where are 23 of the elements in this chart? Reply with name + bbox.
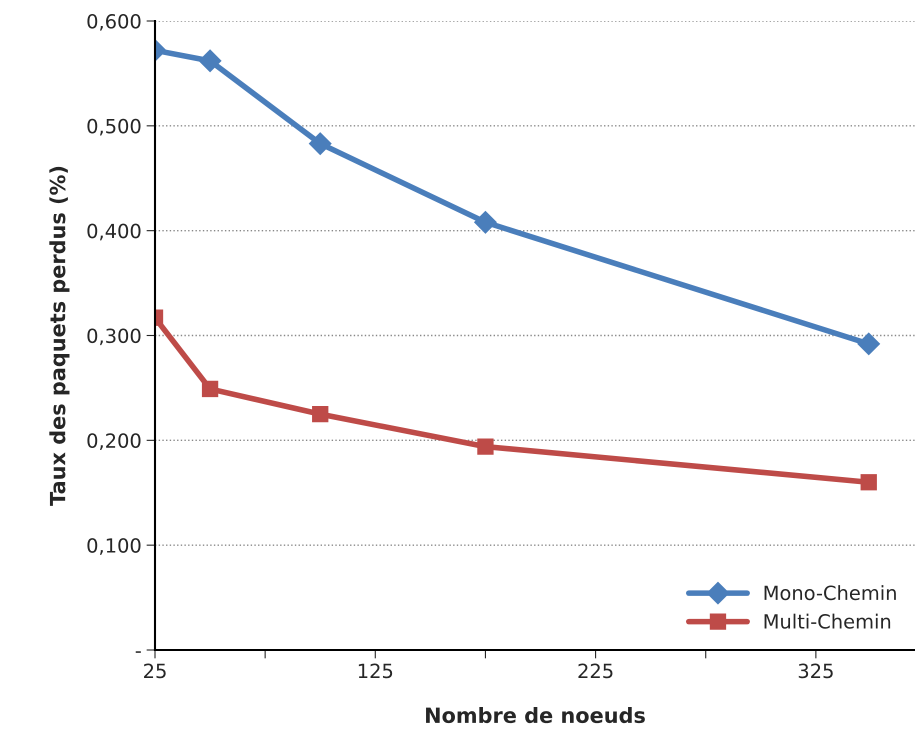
- point: [474, 210, 497, 234]
- y-tick-label: 0,600: [87, 14, 141, 31]
- point: [202, 380, 218, 398]
- y-tick-label: -: [136, 651, 141, 653]
- point: [198, 50, 222, 72]
- legend-label: Multi-Chemin: [764, 614, 890, 629]
- y-tick-label: 0,500: [87, 118, 141, 136]
- x-tick-label: 325: [798, 664, 833, 678]
- y-tick-label: 0,200: [87, 433, 141, 450]
- point: [477, 438, 494, 455]
- y-tick-label: 0,400: [87, 224, 141, 240]
- y-tick-label: 0,300: [87, 328, 141, 346]
- point: [308, 132, 332, 155]
- x-tick-label: 225: [578, 664, 612, 678]
- y-tick-label: 0,100: [87, 538, 141, 555]
- legend-label: Mono-Chemin: [764, 585, 896, 600]
- x-tick-label: 25: [144, 664, 166, 678]
- y-axis-title: Taux des paquets perdus (%): [49, 166, 70, 506]
- x-tick-label: 125: [358, 664, 392, 678]
- x-axis-title: Nombre de noeuds: [426, 707, 645, 724]
- point: [312, 406, 328, 422]
- point: [860, 474, 877, 490]
- point: [857, 332, 880, 356]
